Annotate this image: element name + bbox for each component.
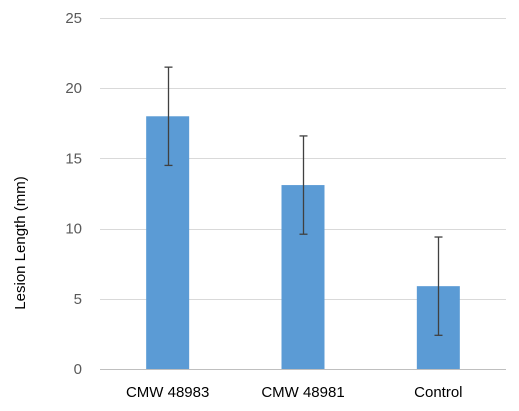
y-tick-label: 20 [65, 80, 82, 97]
x-tick-label: Control [414, 384, 462, 401]
y-tick-label: 10 [65, 221, 82, 238]
x-tick-label: CMW 48983 [126, 384, 209, 401]
error-bars [164, 66, 443, 336]
y-axis-title: Lesion Length (mm) [12, 176, 29, 309]
x-tick-label: CMW 48981 [261, 384, 344, 401]
y-tick-label: 5 [74, 291, 82, 308]
y-tick-label: 0 [74, 361, 82, 378]
y-tick-label: 25 [65, 10, 82, 27]
labels: 0 5 10 15 20 25 CMW 48983 CMW 48981 Control [65, 10, 462, 401]
y-tick-label: 15 [65, 150, 82, 167]
bar [146, 116, 190, 369]
